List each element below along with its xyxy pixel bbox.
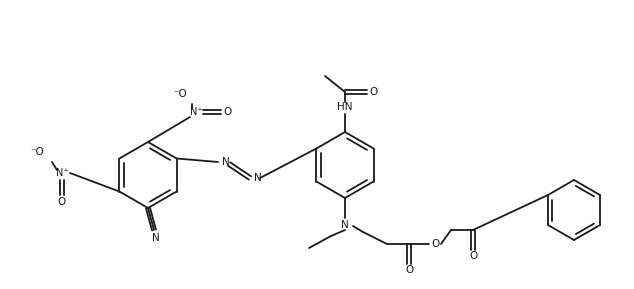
- Text: ⁻O: ⁻O: [173, 89, 187, 99]
- Text: N: N: [254, 173, 262, 183]
- Text: N: N: [152, 233, 160, 243]
- Text: N: N: [222, 157, 230, 167]
- Text: HN: HN: [337, 102, 353, 112]
- Text: N: N: [341, 220, 349, 230]
- Text: ⁻O: ⁻O: [30, 147, 44, 157]
- Text: O: O: [405, 265, 413, 275]
- Text: O: O: [223, 107, 231, 117]
- Text: O: O: [469, 251, 477, 261]
- Text: O: O: [432, 239, 440, 249]
- Text: O: O: [370, 87, 378, 97]
- Text: O: O: [58, 197, 66, 207]
- Text: N⁺: N⁺: [190, 107, 202, 117]
- Text: N⁺: N⁺: [56, 168, 68, 178]
